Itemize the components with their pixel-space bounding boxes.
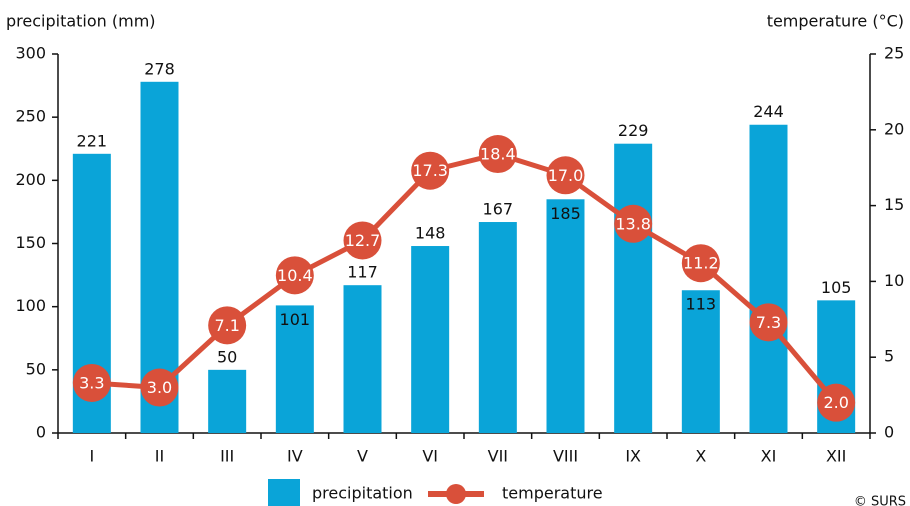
temperature-label: 3.0 — [147, 378, 172, 397]
x-tick-label: II — [155, 447, 164, 466]
bar-label: 167 — [483, 200, 514, 219]
temperature-point — [208, 306, 247, 345]
x-tick-label: IX — [625, 447, 641, 466]
temperature-point — [478, 135, 517, 174]
bar-label: 50 — [217, 347, 237, 366]
temperature-point — [140, 368, 179, 407]
bar-label: 244 — [753, 102, 784, 121]
temperature-line — [91, 151, 839, 405]
bar-label: 221 — [77, 131, 108, 150]
bar — [614, 143, 653, 434]
temperature-label: 13.8 — [615, 214, 651, 233]
legend-label: temperature — [502, 484, 603, 503]
legend-label: precipitation — [312, 484, 413, 503]
x-tick-label: VI — [422, 447, 438, 466]
y-tick-label: 300 — [15, 44, 46, 63]
temperature-point — [275, 256, 314, 295]
bar — [208, 369, 247, 433]
legend-dot — [446, 484, 466, 504]
y-tick-label: 150 — [15, 233, 46, 252]
y2-tick-label: 0 — [884, 423, 894, 442]
temperature-point — [817, 383, 856, 422]
bar-label: 101 — [280, 310, 311, 329]
x-tick-label: VII — [488, 447, 508, 466]
y2-tick-label: 20 — [884, 119, 904, 138]
temperature-point — [749, 303, 788, 342]
y-tick-label: 50 — [26, 359, 46, 378]
bar — [749, 124, 788, 433]
bar — [343, 285, 382, 433]
bar-label: 185 — [550, 204, 581, 223]
temperature-label: 10.4 — [277, 266, 313, 285]
x-tick-label: VIII — [553, 447, 578, 466]
bar — [681, 290, 720, 433]
x-tick-label: I — [89, 447, 94, 466]
y-tick-label: 100 — [15, 296, 46, 315]
legend-swatch — [268, 479, 300, 506]
bar — [275, 305, 314, 433]
bar — [546, 199, 585, 433]
bar-label: 148 — [415, 224, 446, 243]
bar-label: 229 — [618, 121, 649, 140]
temperature-label: 11.2 — [683, 254, 719, 273]
x-tick-label: XII — [826, 447, 846, 466]
temperature-label: 12.7 — [345, 231, 381, 250]
bar-label: 113 — [686, 295, 717, 314]
y2-tick-label: 25 — [884, 44, 904, 63]
x-tick-label: III — [220, 447, 234, 466]
x-tick-label: V — [357, 447, 368, 466]
y2-tick-label: 5 — [884, 347, 894, 366]
x-tick-label: XI — [761, 447, 777, 466]
temperature-point — [614, 204, 653, 243]
temperature-label: 3.3 — [79, 373, 104, 392]
bar — [411, 246, 450, 433]
temperature-label: 17.3 — [412, 161, 448, 180]
temperature-label: 2.0 — [823, 393, 848, 412]
y-tick-label: 200 — [15, 170, 46, 189]
x-tick-label: IV — [287, 447, 303, 466]
bar-label: 105 — [821, 278, 852, 297]
temperature-label: 17.0 — [548, 166, 584, 185]
temperature-point — [343, 221, 382, 260]
y-axis-title: precipitation (mm) — [6, 12, 156, 31]
temperature-point — [546, 156, 585, 195]
y-tick-label: 0 — [36, 423, 46, 442]
bar — [478, 222, 517, 433]
bar-label: 278 — [144, 59, 175, 78]
temperature-point — [411, 151, 450, 190]
source: © SURS — [854, 495, 906, 506]
temperature-point — [681, 244, 720, 283]
y2-axis-title: temperature (°C) — [767, 12, 904, 31]
temperature-label: 18.4 — [480, 145, 516, 164]
temperature-label: 7.1 — [214, 316, 239, 335]
y2-tick-label: 15 — [884, 195, 904, 214]
temperature-point — [72, 363, 111, 402]
y2-tick-label: 10 — [884, 271, 904, 290]
temperature-label: 7.3 — [756, 313, 781, 332]
y-tick-label: 250 — [15, 107, 46, 126]
bar-label: 117 — [347, 263, 378, 282]
x-tick-label: X — [695, 447, 706, 466]
